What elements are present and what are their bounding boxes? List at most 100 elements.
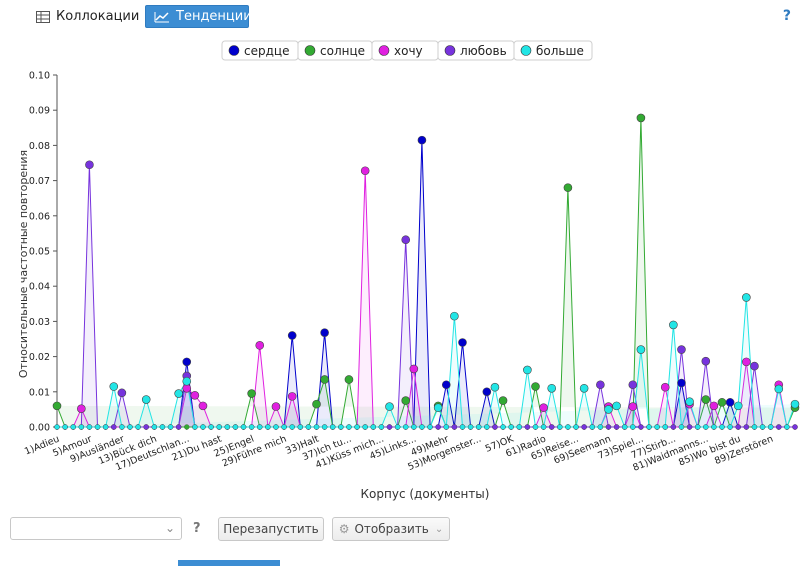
chevron-down-icon: ⌄ [434,523,444,535]
y-tick-label: 0.07 [29,176,50,187]
data-point [516,424,522,430]
data-point [401,235,411,245]
data-point [622,424,628,430]
data-point [175,424,182,430]
data-point [482,387,492,397]
data-point [281,424,287,430]
data-point [232,424,239,430]
plot-area [52,113,800,430]
data-point [360,166,370,176]
y-tick-label: 0.06 [29,211,50,222]
y-tick-label: 0.05 [29,247,50,258]
data-point [646,424,652,430]
data-point [224,424,230,430]
y-tick-label: 0.03 [29,317,50,328]
help-icon[interactable]: ? [782,8,791,24]
data-point [450,311,459,321]
data-point [695,424,701,430]
y-tick-label: 0.02 [29,352,50,363]
data-point [52,401,62,411]
data-point [287,392,297,401]
bottom-accent-bar [178,560,280,566]
data-point [524,424,531,430]
data-point [685,397,694,406]
data-point [289,424,295,430]
data-point [686,424,693,430]
legend-marker [304,45,316,56]
data-point [735,424,741,430]
data-point [216,424,222,430]
data-point [733,401,743,411]
data-point [370,424,376,430]
data-point [409,364,419,374]
tab-trends[interactable]: Тенденции [145,5,252,28]
legend-label: солнце [320,44,365,58]
data-point [458,338,467,347]
data-point [417,135,427,145]
chart-legend: сердце солнце хочу любовь больше [221,40,593,61]
y-tick-label: 0.10 [29,71,50,82]
data-point [182,357,192,367]
data-point [677,378,686,388]
data-point [589,424,595,430]
data-point [709,401,719,411]
data-point [549,424,555,430]
data-point [701,356,711,366]
data-point [117,388,127,398]
data-point [636,113,646,123]
data-point [613,424,620,430]
legend-marker [378,45,390,56]
data-point [581,424,587,430]
data-point [94,424,101,430]
data-point [774,384,784,394]
select-help-icon[interactable]: ? [193,521,201,536]
data-point [751,424,758,430]
data-point [547,383,557,393]
display-button-label: Отобразить [354,522,429,536]
data-point [320,328,329,337]
data-point [628,402,638,411]
data-point [54,424,60,430]
data-point [443,424,449,430]
data-point [790,399,800,409]
data-point [638,424,644,430]
data-point [742,357,751,367]
restart-button[interactable]: Перезапустить [218,517,324,541]
tab-collocations-label: Коллокации [56,9,140,24]
term-select[interactable]: ⌄ [10,517,182,540]
data-point [103,424,109,430]
gear-icon: ⚙ [338,522,350,536]
data-point [776,424,782,430]
data-point [636,345,646,354]
data-point [86,424,93,430]
legend-item-любовь: любовь [437,40,515,61]
data-point [565,424,571,430]
legend-marker [520,45,532,56]
data-point [597,424,604,430]
data-point [678,424,685,430]
legend-label: любовь [460,44,507,58]
data-point [523,365,532,375]
data-point [612,401,621,411]
data-point [630,424,636,430]
legend-label: больше [536,44,584,58]
data-point [725,398,735,407]
chevron-down-icon: ⌄ [164,521,175,535]
data-point [677,345,686,354]
legend-item-box [513,40,593,61]
data-point [305,424,312,430]
data-point [557,424,563,430]
data-point [605,424,612,430]
data-point [182,376,192,386]
data-point [596,380,605,390]
data-point [539,403,548,412]
data-point [727,424,733,430]
data-point [167,424,174,430]
data-point [255,341,265,350]
data-point [508,424,514,430]
data-point [451,424,458,430]
data-point [401,396,411,405]
display-button[interactable]: ⚙ Отобразить ⌄ [332,517,450,541]
data-point [273,424,279,430]
tab-collocations[interactable]: Коллокации [28,5,147,28]
